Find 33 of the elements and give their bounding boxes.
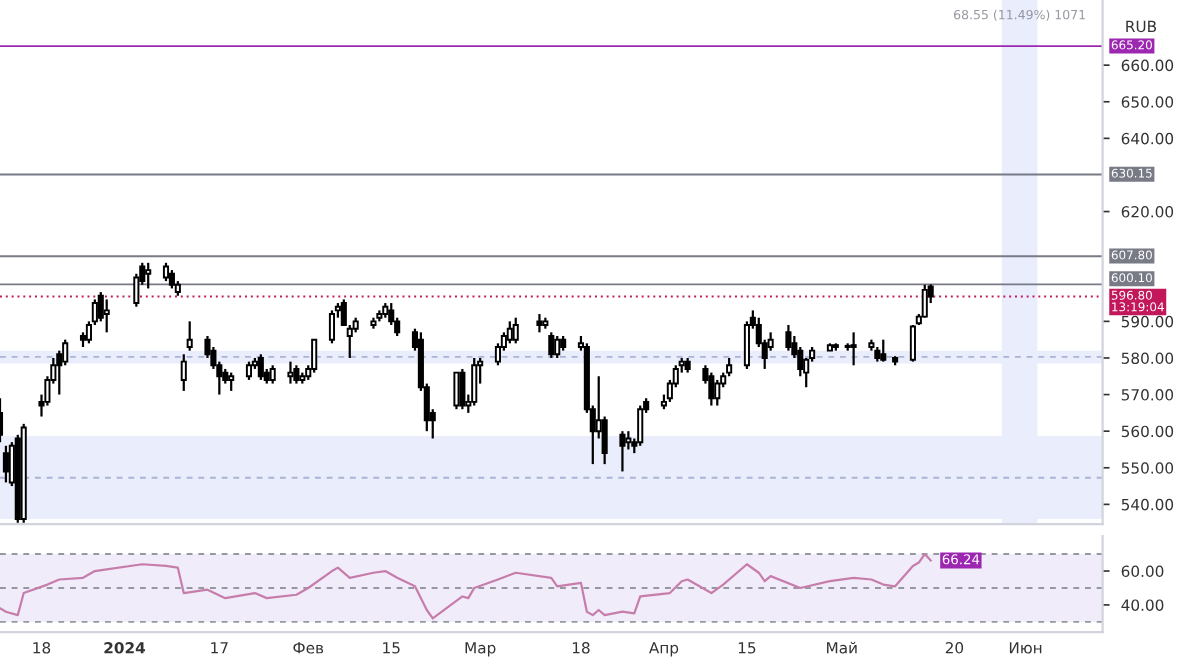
candlestick	[293, 364, 300, 385]
candlestick	[162, 261, 170, 283]
candlestick	[228, 371, 235, 393]
candlestick	[909, 323, 916, 363]
candlestick	[311, 338, 318, 374]
candlestick	[548, 331, 555, 360]
candlestick	[708, 371, 715, 407]
candlestick	[145, 261, 152, 290]
candlestick	[453, 371, 460, 411]
candlestick	[536, 312, 543, 334]
candlestick	[714, 378, 721, 407]
candlestick	[257, 353, 264, 382]
candlestick	[459, 367, 466, 411]
candlestick	[880, 338, 887, 363]
candlestick	[637, 404, 644, 447]
candlestick	[471, 356, 478, 407]
candlestick	[785, 323, 792, 352]
candlestick	[180, 353, 187, 393]
candlestick	[506, 320, 513, 345]
candlestick	[328, 309, 336, 345]
candlestick	[512, 316, 519, 345]
candlestick	[245, 360, 253, 382]
line-series	[0, 552, 932, 620]
candlestick	[619, 430, 626, 473]
candlestick	[103, 298, 110, 334]
candlestick	[287, 360, 294, 385]
candlestick	[269, 364, 276, 385]
candlestick	[186, 320, 193, 352]
candlestick	[2, 444, 9, 484]
candlestick	[554, 334, 561, 360]
candlestick	[168, 269, 175, 290]
candlestick	[921, 283, 928, 319]
candlestick	[850, 331, 857, 367]
